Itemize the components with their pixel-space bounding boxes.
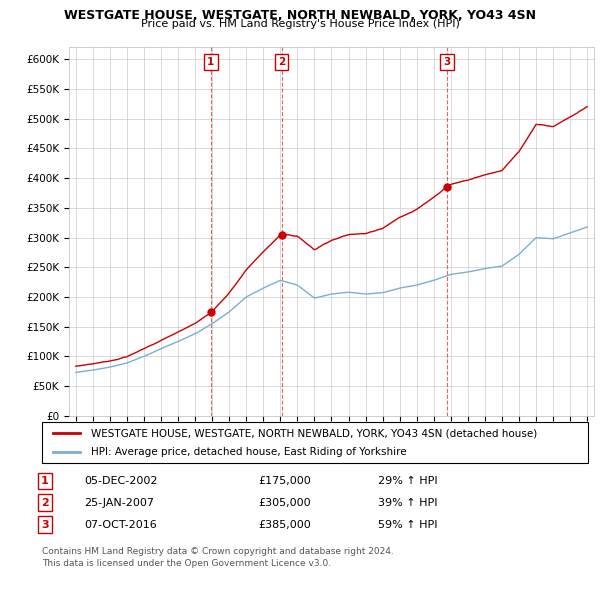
Text: 05-DEC-2002: 05-DEC-2002 xyxy=(84,476,157,486)
Text: £385,000: £385,000 xyxy=(258,520,311,529)
Text: 1: 1 xyxy=(207,57,214,67)
FancyBboxPatch shape xyxy=(42,422,588,463)
Text: This data is licensed under the Open Government Licence v3.0.: This data is licensed under the Open Gov… xyxy=(42,559,331,568)
Text: 25-JAN-2007: 25-JAN-2007 xyxy=(84,498,154,507)
Text: HPI: Average price, detached house, East Riding of Yorkshire: HPI: Average price, detached house, East… xyxy=(91,447,407,457)
Text: 2: 2 xyxy=(41,498,49,507)
Text: £175,000: £175,000 xyxy=(258,476,311,486)
Text: Contains HM Land Registry data © Crown copyright and database right 2024.: Contains HM Land Registry data © Crown c… xyxy=(42,547,394,556)
Text: WESTGATE HOUSE, WESTGATE, NORTH NEWBALD, YORK, YO43 4SN: WESTGATE HOUSE, WESTGATE, NORTH NEWBALD,… xyxy=(64,9,536,22)
Text: £305,000: £305,000 xyxy=(258,498,311,507)
Text: 1: 1 xyxy=(41,476,49,486)
Text: Price paid vs. HM Land Registry's House Price Index (HPI): Price paid vs. HM Land Registry's House … xyxy=(140,19,460,30)
Text: 2: 2 xyxy=(278,57,285,67)
Text: 29% ↑ HPI: 29% ↑ HPI xyxy=(378,476,437,486)
Text: 3: 3 xyxy=(443,57,451,67)
Text: 39% ↑ HPI: 39% ↑ HPI xyxy=(378,498,437,507)
Text: 07-OCT-2016: 07-OCT-2016 xyxy=(84,520,157,529)
Text: 3: 3 xyxy=(41,520,49,529)
Text: 59% ↑ HPI: 59% ↑ HPI xyxy=(378,520,437,529)
Text: WESTGATE HOUSE, WESTGATE, NORTH NEWBALD, YORK, YO43 4SN (detached house): WESTGATE HOUSE, WESTGATE, NORTH NEWBALD,… xyxy=(91,428,538,438)
